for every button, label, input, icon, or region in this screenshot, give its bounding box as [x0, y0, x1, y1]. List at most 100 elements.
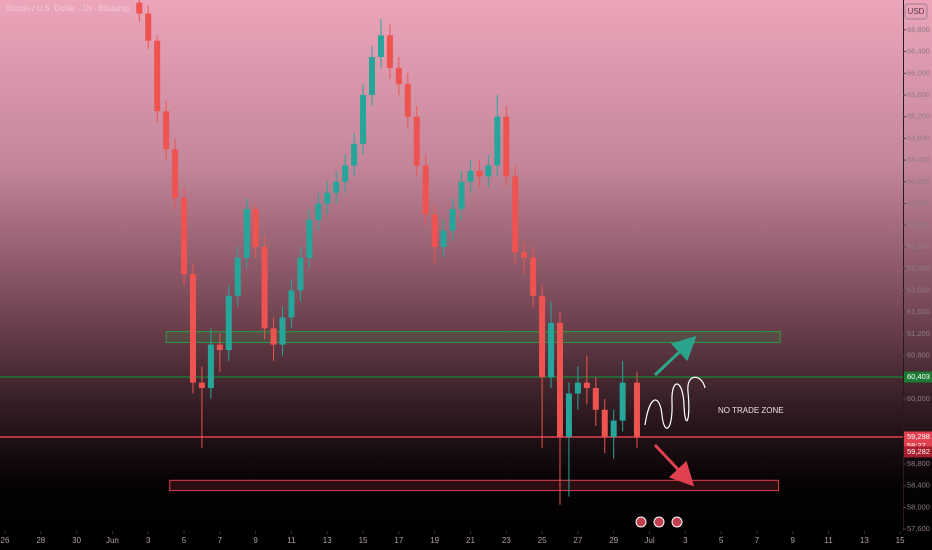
candle-body [413, 116, 420, 166]
y-tick-label: 63,200 [907, 220, 930, 229]
event-icon[interactable] [635, 516, 647, 528]
x-tick-label: 23 [502, 536, 511, 545]
x-tick-label: 7 [218, 536, 223, 545]
y-tick-label: 66,800 [907, 25, 930, 34]
candle-body [565, 393, 572, 437]
plot [0, 0, 903, 505]
candle-body [548, 322, 555, 378]
x-tick-label: 7 [755, 536, 760, 545]
candle-body [619, 382, 626, 421]
x-tick-label: 5 [719, 536, 724, 545]
candle-body [145, 13, 152, 41]
candle-body [207, 344, 214, 389]
x-tick-label: 9 [253, 536, 258, 545]
candle-body [261, 246, 268, 329]
x-tick-label: 27 [573, 536, 582, 545]
event-icon[interactable] [653, 516, 665, 528]
candle-body [610, 420, 617, 437]
x-tick-label: 19 [430, 536, 439, 545]
x-tick-label: 13 [860, 536, 869, 545]
candle-body [216, 344, 223, 351]
candle-body [395, 67, 402, 85]
y-tick-label: 61,600 [907, 307, 930, 316]
y-tick-label: 62,000 [907, 285, 930, 294]
y-tick-label: 58,000 [907, 502, 930, 511]
x-tick-label: 15 [896, 536, 905, 545]
candle-body [556, 322, 563, 437]
candle-body [279, 317, 286, 345]
x-tick-label: 11 [287, 536, 296, 545]
candle-body [494, 116, 501, 166]
currency-box[interactable] [904, 3, 928, 20]
candle-body [252, 208, 259, 247]
candle-body [136, 2, 143, 14]
candle-body [404, 84, 411, 117]
candle-body [297, 257, 304, 291]
y-tick-label: 66,000 [907, 68, 930, 77]
candle-body [288, 290, 295, 318]
y-tick-label: 64,800 [907, 133, 930, 142]
x-tick-label: 29 [609, 536, 618, 545]
x-tick-label: Jun [106, 536, 119, 545]
y-tick-label: 64,400 [907, 155, 930, 164]
candle-body [270, 328, 277, 345]
candle-body [225, 295, 232, 351]
candle-body [458, 181, 465, 209]
price-label: 59,298 [907, 432, 930, 441]
currency[interactable]: USD [908, 7, 925, 16]
x-tick-label: 11 [824, 536, 833, 545]
price-label: 59,282 [907, 447, 930, 456]
candle-body [315, 203, 322, 220]
countdown: 58:27 [907, 441, 926, 450]
candle-body [351, 143, 358, 166]
candle-body [574, 382, 581, 394]
candle-body [503, 116, 510, 177]
price-label: 60,403 [907, 372, 930, 381]
y-tick-label: 65,200 [907, 112, 930, 121]
x-tick-label: 13 [323, 536, 332, 545]
y-tick-label: 62,400 [907, 264, 930, 273]
candle-body [539, 295, 546, 378]
candle-body [234, 257, 241, 296]
candle-body [172, 149, 179, 199]
annotation: NO TRADE ZONE [718, 406, 784, 415]
event-icon[interactable] [671, 516, 683, 528]
drawings [635, 335, 706, 528]
y-tick-label: 63,600 [907, 199, 930, 208]
candle-body [163, 111, 170, 150]
x-tick-label: 15 [359, 536, 368, 545]
y-tick-label: 61,200 [907, 329, 930, 338]
candle-body [342, 165, 349, 182]
x-tick-label: 3 [146, 536, 151, 545]
candle-body [386, 35, 393, 68]
candle-body [449, 208, 456, 231]
y-tick-label: 65,600 [907, 90, 930, 99]
chart-title: Bitcoin / U.S. Dollar · 1h · Bitstamp [6, 4, 130, 13]
y-tick-label: 60,000 [907, 394, 930, 403]
candle-body [440, 230, 447, 247]
wave-line [644, 376, 706, 429]
candle-body [601, 409, 608, 437]
candle-body [181, 198, 188, 275]
candle-body [431, 214, 438, 247]
candle-body [198, 382, 205, 389]
x-tick-label: 5 [182, 536, 187, 545]
candle-body [476, 170, 483, 177]
candle-body [633, 382, 640, 437]
candle-body [485, 165, 492, 177]
x-tick-label: 21 [466, 536, 475, 545]
x-tick-label: 26 [1, 536, 10, 545]
price-label-box [904, 371, 932, 383]
y-tick-label: 57,600 [907, 524, 930, 533]
x-tick-label: Jul [644, 536, 654, 545]
candle-body [530, 257, 537, 296]
zone [165, 331, 781, 343]
candle-body [422, 165, 429, 215]
y-tick-label: 66,400 [907, 47, 930, 56]
x-tick-label: 28 [36, 536, 45, 545]
candle-body [360, 94, 367, 144]
x-tick-label: 9 [790, 536, 795, 545]
x-tick-label: 30 [72, 536, 81, 545]
